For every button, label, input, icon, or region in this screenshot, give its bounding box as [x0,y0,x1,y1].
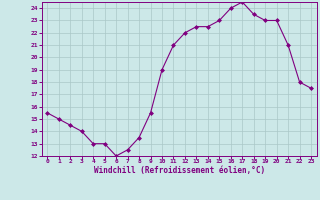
X-axis label: Windchill (Refroidissement éolien,°C): Windchill (Refroidissement éolien,°C) [94,166,265,175]
